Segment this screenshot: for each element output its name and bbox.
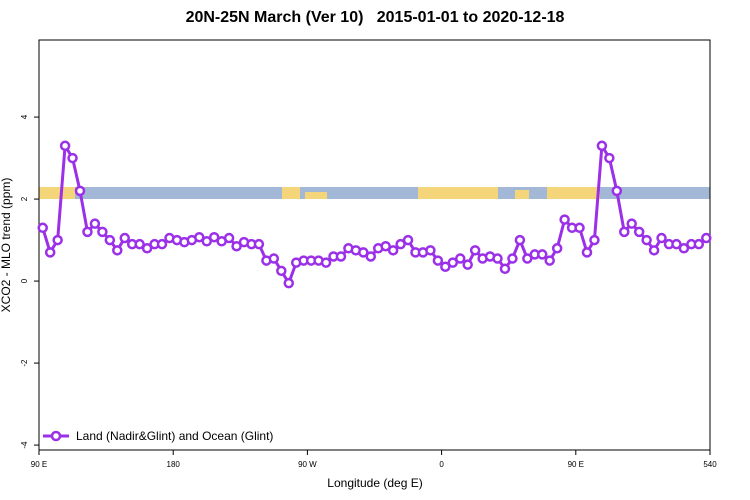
point (492, 253, 503, 264)
point (447, 257, 459, 268)
map-strip (39, 187, 710, 199)
point (514, 234, 526, 246)
point (104, 234, 116, 246)
point (59, 140, 71, 152)
point (380, 240, 391, 252)
point (619, 226, 630, 238)
point (44, 247, 56, 258)
point (320, 257, 332, 268)
x-axis-label: Longitude (deg E) (327, 476, 422, 490)
point (201, 236, 212, 247)
point (604, 152, 615, 164)
point (37, 222, 48, 234)
point (231, 240, 242, 252)
point (596, 140, 608, 152)
point (626, 218, 637, 229)
point (432, 255, 444, 266)
x-tick-label: 90 E (31, 460, 47, 469)
point (633, 226, 645, 238)
point (402, 234, 414, 246)
point (469, 245, 481, 256)
point (581, 247, 593, 258)
point (395, 238, 406, 250)
point (693, 238, 705, 250)
point (641, 234, 652, 246)
point (440, 261, 451, 272)
point (544, 255, 555, 266)
point (119, 232, 130, 244)
point (283, 277, 295, 289)
point (551, 243, 563, 254)
x-tick-label: 90 W (298, 460, 317, 469)
point (134, 238, 145, 250)
point (425, 245, 436, 256)
x-tick-label: 90 E (568, 460, 584, 469)
point (648, 245, 660, 256)
x-tick-label: 180 (167, 460, 181, 469)
point (208, 231, 220, 243)
point (74, 185, 86, 197)
plot-frame (38, 39, 711, 451)
point (253, 238, 265, 250)
point (574, 222, 585, 234)
point (671, 238, 682, 250)
point (462, 259, 473, 270)
x-tick-label: 540 (703, 460, 717, 469)
point (611, 185, 623, 197)
y-tick-label: 4 (20, 114, 29, 119)
point (454, 253, 466, 264)
point (268, 253, 280, 264)
point (223, 232, 235, 244)
point (656, 232, 667, 244)
point (559, 214, 570, 225)
chart-title: 20N-25N March (Ver 10) 2015-01-01 to 202… (186, 9, 565, 26)
y-tick-label: -4 (20, 441, 29, 449)
point (67, 152, 78, 164)
point (678, 243, 690, 254)
point (507, 253, 518, 264)
point (112, 245, 123, 256)
y-tick-label: 2 (20, 196, 29, 201)
point (276, 265, 287, 277)
point (156, 238, 168, 250)
point (387, 245, 399, 256)
y-tick-label: 0 (20, 278, 29, 283)
y-tick-label: -2 (20, 359, 29, 367)
point (537, 249, 548, 260)
point (52, 234, 63, 246)
point (97, 226, 108, 238)
legend-marker (50, 430, 62, 442)
point (701, 232, 712, 244)
series-line (41, 144, 708, 285)
y-axis-label: XCO2 - MLO trend (ppm) (0, 178, 13, 313)
point (89, 218, 101, 229)
point (194, 231, 205, 243)
point (141, 243, 153, 254)
point (522, 253, 533, 264)
legend-label: Land (Nadir&Glint) and Ocean (Glint) (76, 429, 273, 443)
point (335, 251, 347, 262)
point (365, 251, 377, 262)
point (499, 263, 511, 275)
point (82, 226, 93, 238)
point (358, 247, 369, 258)
point (589, 234, 600, 246)
x-tick-label: 0 (439, 460, 444, 469)
